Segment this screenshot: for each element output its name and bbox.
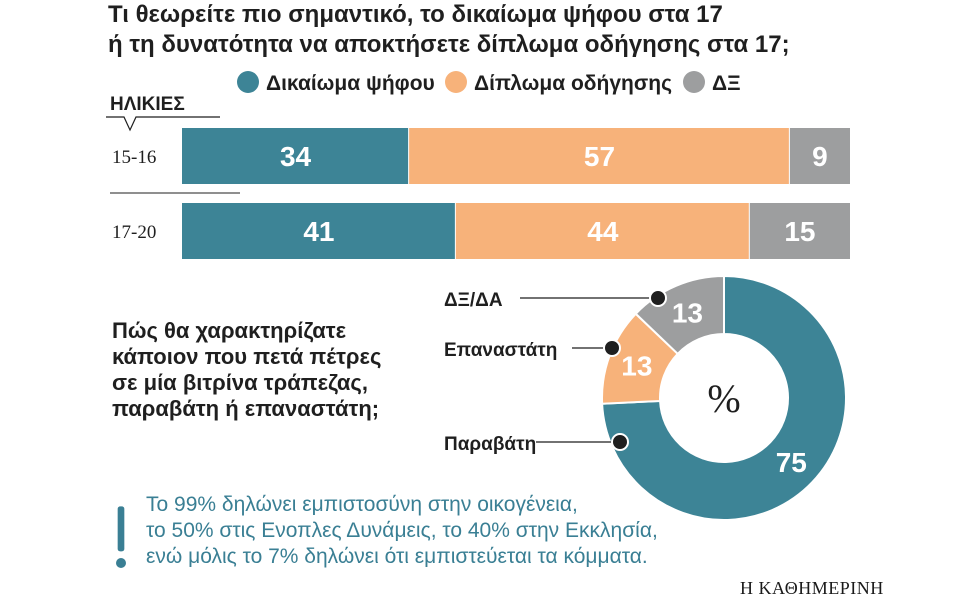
brand-logo-text: Η ΚΑΘΗΜΕΡΙΝΗ	[740, 578, 884, 598]
donut-center-label: %	[707, 376, 740, 421]
chart-title-line-2: ή τη δυνατότητα να αποκτήσετε δίπλωμα οδ…	[108, 31, 790, 58]
footnote-line-2: το 50% στις Ενοπλες Δυνάμεις, το 40% στη…	[146, 519, 658, 542]
donut-value-3: 13	[672, 298, 703, 329]
donut-value-1: 75	[776, 447, 807, 478]
bar-value-2-2: 44	[587, 216, 619, 247]
legend-swatch-2	[445, 71, 467, 93]
bar-1-2	[409, 128, 789, 184]
donut-label-2: Επαναστάτη	[444, 340, 557, 361]
donut-chart: 75 Παραβάτη 13 Επαναστάτη 13 ΔΞ/ΔΑ%	[444, 274, 847, 521]
category-header: ΗΛΙΚΙΕΣ	[110, 94, 185, 115]
donut-label-3: ΔΞ/ΔΑ	[444, 290, 503, 311]
legend-item-2: Δίπλωμα οδήγησης	[445, 71, 672, 95]
bar-value-1-1: 34	[280, 141, 312, 172]
donut-question: Πώς θα χαρακτηρίζατε κάποιον που πετά πέ…	[112, 318, 412, 422]
category-label-2: 17-20	[112, 222, 156, 243]
legend-label-2: Δίπλωμα οδήγησης	[474, 72, 672, 95]
footnote: Το 99% δηλώνει εμπιστοσύνη στην οικογένε…	[146, 492, 746, 570]
bar-2-1	[182, 203, 455, 259]
donut-question-line-3: σε μία βιτρίνα τράπεζας,	[112, 370, 368, 395]
chart-title-line-1: Τι θεωρείτε πιο σημαντικό, το δικαίωμα ψ…	[108, 1, 723, 28]
donut-leader-dot-3	[649, 289, 667, 307]
bar-1-1	[182, 128, 409, 184]
legend-swatch-1	[237, 71, 259, 93]
legend-label-1: Δικαίωμα ψήφου	[266, 72, 435, 95]
bar-value-2-1: 41	[303, 216, 334, 247]
donut-leader-dot-2	[603, 339, 621, 357]
donut-label-1: Παραβάτη	[444, 434, 536, 455]
legend-swatch-3	[683, 71, 705, 93]
donut-leader-dot-1	[611, 433, 629, 451]
footnote-line-1: Το 99% δηλώνει εμπιστοσύνη στην οικογένε…	[146, 493, 578, 516]
legend-item-1: Δικαίωμα ψήφου	[237, 71, 435, 95]
bar-value-1-2: 57	[584, 141, 615, 172]
donut-value-2: 13	[621, 350, 652, 381]
category-label-1: 15-16	[112, 147, 156, 168]
bar-2-2	[455, 203, 749, 259]
donut-question-line-1: Πώς θα χαρακτηρίζατε	[112, 318, 347, 343]
donut-question-line-4: παραβάτη ή επαναστάτη;	[112, 396, 380, 421]
exclamation-icon	[116, 506, 126, 568]
stacked-bar-chart: ΗΛΙΚΙΕΣ 15-16 34 57 9 17-20 41 44 15	[106, 94, 850, 259]
bar-1-3	[789, 128, 850, 184]
footnote-line-3: ενώ μόλις το 7% δηλώνει ότι εμπιστεύεται…	[146, 545, 648, 568]
bar-legend: Δικαίωμα ψήφου Δίπλωμα οδήγησης ΔΞ	[237, 71, 741, 95]
bar-value-2-3: 15	[784, 216, 815, 247]
donut-question-line-2: κάποιον που πετά πέτρες	[112, 344, 382, 369]
legend-item-3: ΔΞ	[683, 71, 741, 95]
donut-slice-1	[601, 274, 847, 521]
bar-2-3	[749, 203, 850, 259]
bar-value-1-3: 9	[812, 141, 828, 172]
chart-title: Τι θεωρείτε πιο σημαντικό, το δικαίωμα ψ…	[108, 0, 868, 60]
category-header-pointer	[106, 116, 220, 132]
legend-label-3: ΔΞ	[712, 72, 741, 95]
